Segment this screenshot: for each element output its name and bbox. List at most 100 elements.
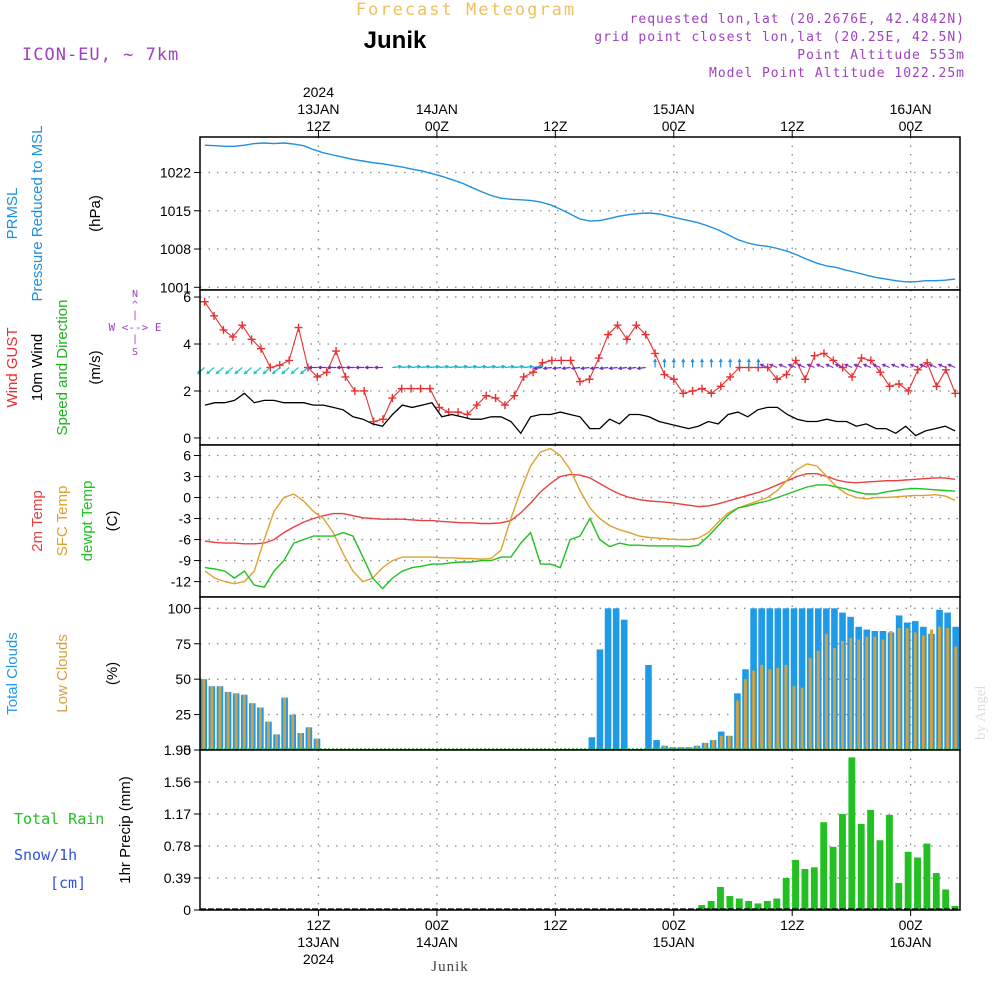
wind-arrow-head <box>482 364 488 369</box>
precip-side-label: Total Rain <box>14 810 104 828</box>
gust-marker <box>576 377 584 386</box>
wind-arrow-head <box>728 358 733 363</box>
gust-marker <box>322 368 331 377</box>
gust-marker <box>632 321 641 330</box>
total-cloud-bar <box>588 737 596 750</box>
rain-bar <box>820 822 828 910</box>
time-label-bottom: 15JAN <box>653 934 695 950</box>
low-cloud-bar <box>703 742 707 750</box>
y-axis-label: (%) <box>104 662 121 685</box>
wind-arrow <box>590 366 599 370</box>
total-cloud-bar <box>604 608 612 750</box>
low-cloud-bar <box>881 639 885 750</box>
wind-arrow-head <box>551 366 557 371</box>
wind-arrow <box>571 366 581 370</box>
wind-arrow-head <box>900 363 905 368</box>
wind-arrow <box>234 367 243 374</box>
low-cloud-bar <box>727 735 731 750</box>
wind-arrow-head <box>690 358 695 363</box>
wind-arrow-head <box>825 363 830 368</box>
gust-marker <box>932 382 941 391</box>
wind-arrow <box>467 365 477 369</box>
wind-arrow-head <box>947 363 952 368</box>
gust-marker <box>613 321 622 330</box>
wind-arrow-head <box>308 365 313 370</box>
wind-arrow-head <box>336 365 341 370</box>
compass-icon: W <--> EN^||S <box>109 289 162 358</box>
gust-marker <box>210 311 219 320</box>
precip-side-label: Snow/1h <box>14 846 77 864</box>
gust-marker <box>388 394 397 403</box>
wind-arrow <box>300 367 309 374</box>
y-tick-label: 1015 <box>160 203 191 219</box>
grid-point-location: grid point closest lon,lat (20.25E, 42.5… <box>594 30 965 45</box>
rain-bar <box>839 814 846 910</box>
wind-arrow-head <box>718 358 723 363</box>
low-cloud-bar <box>824 633 828 750</box>
low-cloud-bar <box>954 646 958 750</box>
low-cloud-bar <box>873 636 877 750</box>
wind-arrow-head <box>862 363 867 368</box>
wind-arrow-head <box>797 363 802 368</box>
wind-arrow <box>291 367 299 374</box>
wind-arrow <box>581 366 590 370</box>
low-cloud-bar <box>800 687 804 750</box>
gust-marker <box>313 372 322 381</box>
wind-arrow-head <box>589 366 594 371</box>
y-tick-label: 0.78 <box>164 838 191 854</box>
wind-arrow-head <box>435 364 441 369</box>
gust-marker <box>923 358 932 367</box>
wind-arrow-head <box>253 370 258 375</box>
gust-marker <box>904 386 913 395</box>
gust-marker <box>726 372 735 381</box>
y-tick-label: -12 <box>171 574 191 590</box>
wind-arrow-head <box>580 366 585 371</box>
low-cloud-bar <box>849 638 853 750</box>
y-tick-label: 1.17 <box>164 806 191 822</box>
wind-arrow-head <box>636 366 641 371</box>
y-tick-label: -3 <box>179 511 192 527</box>
wind-arrow-head <box>417 364 422 369</box>
wind-arrow-head <box>345 365 350 370</box>
wind-arrow <box>760 363 768 369</box>
gust-marker <box>566 356 575 365</box>
low-cloud-bar <box>735 700 739 750</box>
gust-marker <box>604 330 613 339</box>
location-title: Junik <box>364 27 427 54</box>
low-cloud-bar <box>784 665 788 750</box>
wind-arrow <box>533 365 543 369</box>
low-cloud-bar <box>760 665 764 750</box>
rain-bar <box>923 843 931 910</box>
gust-marker <box>622 335 631 344</box>
wind-arrow <box>553 366 562 370</box>
rain-bar <box>848 757 856 910</box>
wind-arrow <box>495 365 505 369</box>
wind-arrow-head <box>215 370 220 375</box>
low-cloud-bar <box>946 628 950 750</box>
y-tick-label: 3 <box>183 469 191 485</box>
rain-bar <box>773 898 781 910</box>
panel-bg <box>200 597 960 750</box>
y-tick-label: 0 <box>183 902 191 918</box>
gust-marker <box>848 372 857 381</box>
time-label-top: 2024 <box>303 84 334 100</box>
rain-bar <box>857 823 865 910</box>
wind-arrow-head <box>928 363 933 368</box>
wind-arrow <box>910 363 919 369</box>
wind-arrow <box>562 366 571 370</box>
low-cloud-bar <box>921 635 925 750</box>
rain-bar <box>726 896 734 910</box>
total-cloud-bar <box>596 649 604 750</box>
model-altitude: Model Point Altitude 1022.25m <box>709 66 965 81</box>
wind-arrow <box>523 365 533 369</box>
gust-marker <box>585 375 594 384</box>
gust-marker <box>857 354 866 363</box>
low-cloud-bar <box>291 714 295 750</box>
compass-mark: | <box>132 310 138 321</box>
wind-arrow <box>486 365 496 369</box>
low-cloud-bar <box>267 721 270 750</box>
wind-arrow-head <box>206 370 211 375</box>
wind-arrow <box>797 363 806 369</box>
rain-bar <box>763 900 771 910</box>
